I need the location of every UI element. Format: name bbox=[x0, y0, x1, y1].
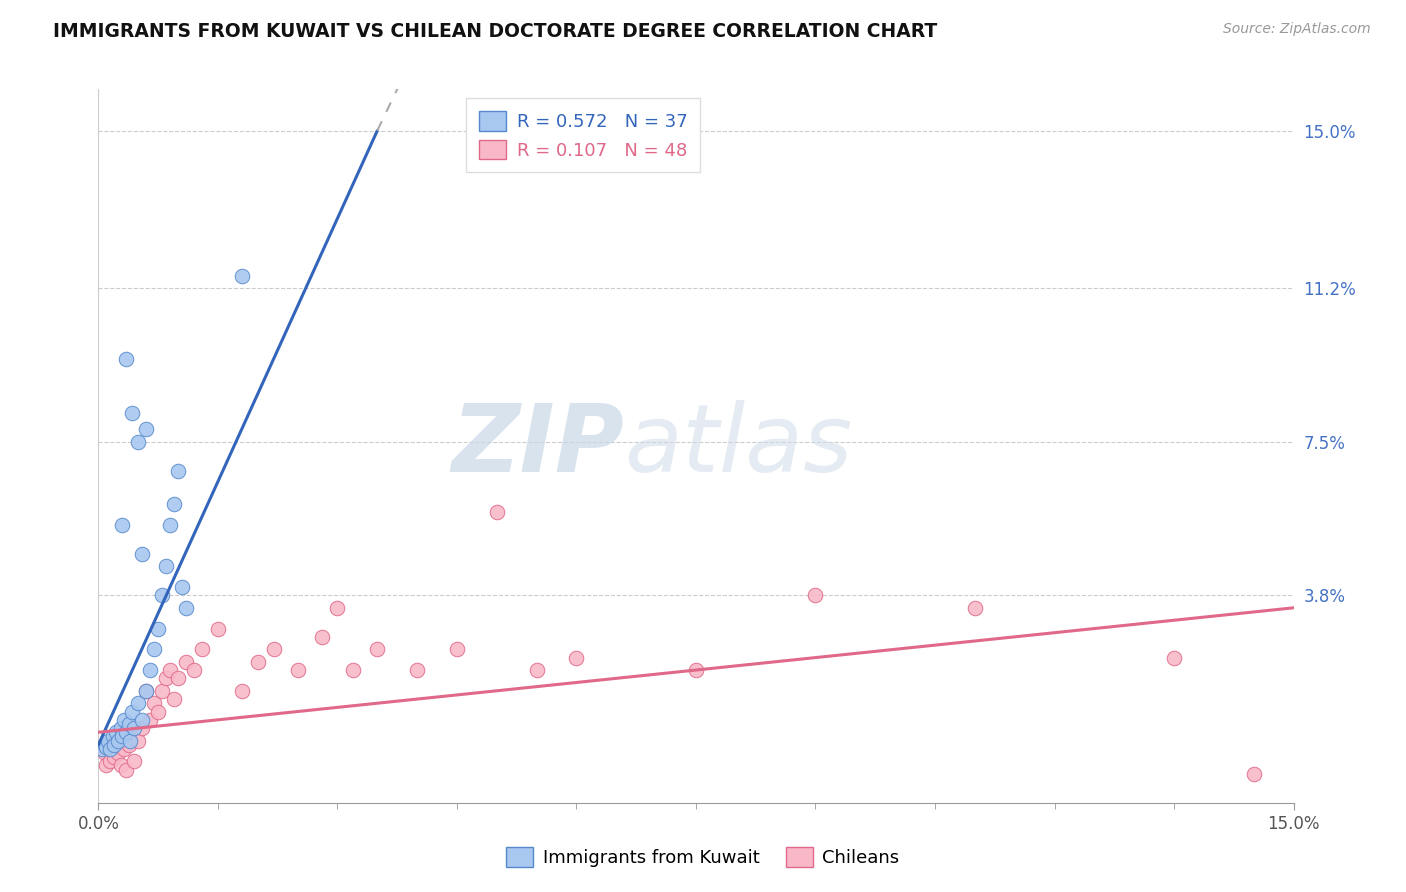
Point bbox=[148, 622, 170, 636]
Point bbox=[97, 742, 120, 756]
Point bbox=[163, 692, 186, 706]
Point bbox=[112, 713, 135, 727]
Point bbox=[101, 730, 124, 744]
Point bbox=[94, 746, 117, 760]
Point bbox=[565, 650, 588, 665]
Text: atlas: atlas bbox=[624, 401, 852, 491]
Point bbox=[112, 742, 135, 756]
Point bbox=[804, 588, 827, 602]
Point bbox=[96, 739, 118, 754]
Point bbox=[107, 746, 129, 760]
Point bbox=[103, 750, 125, 764]
Point bbox=[963, 600, 986, 615]
Point bbox=[342, 663, 364, 677]
Point bbox=[231, 268, 253, 283]
Point bbox=[96, 758, 118, 772]
Point bbox=[98, 742, 122, 756]
Point bbox=[104, 733, 127, 747]
Point bbox=[139, 713, 162, 727]
Point bbox=[110, 721, 132, 735]
Point bbox=[103, 738, 125, 752]
Point bbox=[150, 683, 173, 698]
Point bbox=[111, 730, 134, 744]
Point bbox=[127, 733, 149, 747]
Point bbox=[155, 559, 177, 574]
Point bbox=[94, 738, 117, 752]
Point bbox=[406, 663, 429, 677]
Point bbox=[127, 696, 149, 710]
Text: ZIP: ZIP bbox=[451, 400, 624, 492]
Point bbox=[98, 754, 122, 768]
Point bbox=[231, 683, 253, 698]
Point bbox=[174, 600, 197, 615]
Text: Source: ZipAtlas.com: Source: ZipAtlas.com bbox=[1223, 22, 1371, 37]
Point bbox=[1163, 650, 1185, 665]
Point bbox=[485, 505, 508, 519]
Point bbox=[526, 663, 548, 677]
Point bbox=[174, 655, 197, 669]
Point bbox=[115, 351, 138, 366]
Point bbox=[366, 642, 388, 657]
Legend: R = 0.572   N = 37, R = 0.107   N = 48: R = 0.572 N = 37, R = 0.107 N = 48 bbox=[465, 98, 700, 172]
Point bbox=[121, 406, 143, 420]
Point bbox=[124, 754, 146, 768]
Point bbox=[167, 671, 190, 685]
Point bbox=[104, 725, 127, 739]
Point bbox=[120, 725, 142, 739]
Point bbox=[115, 763, 138, 777]
Point bbox=[163, 497, 186, 511]
Point bbox=[127, 434, 149, 449]
Point bbox=[97, 733, 120, 747]
Point bbox=[183, 663, 205, 677]
Point bbox=[118, 717, 141, 731]
Point bbox=[139, 663, 162, 677]
Point bbox=[101, 738, 124, 752]
Point bbox=[172, 580, 194, 594]
Point bbox=[107, 733, 129, 747]
Legend: Immigrants from Kuwait, Chileans: Immigrants from Kuwait, Chileans bbox=[499, 839, 907, 874]
Point bbox=[287, 663, 309, 677]
Point bbox=[118, 738, 141, 752]
Point bbox=[135, 422, 157, 436]
Text: IMMIGRANTS FROM KUWAIT VS CHILEAN DOCTORATE DEGREE CORRELATION CHART: IMMIGRANTS FROM KUWAIT VS CHILEAN DOCTOR… bbox=[53, 22, 938, 41]
Point bbox=[159, 517, 181, 532]
Point bbox=[326, 600, 349, 615]
Point bbox=[207, 622, 229, 636]
Point bbox=[91, 742, 114, 756]
Point bbox=[131, 547, 153, 561]
Point bbox=[446, 642, 468, 657]
Point bbox=[685, 663, 707, 677]
Point bbox=[111, 517, 134, 532]
Point bbox=[121, 705, 143, 719]
Point bbox=[131, 721, 153, 735]
Point bbox=[115, 725, 138, 739]
Point bbox=[150, 588, 173, 602]
Point bbox=[143, 696, 166, 710]
Point bbox=[135, 683, 157, 698]
Point bbox=[191, 642, 214, 657]
Point bbox=[155, 671, 177, 685]
Point bbox=[159, 663, 181, 677]
Point bbox=[1243, 766, 1265, 780]
Point bbox=[124, 721, 146, 735]
Point bbox=[110, 758, 132, 772]
Point bbox=[120, 733, 142, 747]
Point bbox=[246, 655, 269, 669]
Point bbox=[135, 683, 157, 698]
Point bbox=[111, 730, 134, 744]
Point bbox=[148, 705, 170, 719]
Point bbox=[311, 630, 333, 644]
Point bbox=[167, 464, 190, 478]
Point bbox=[131, 713, 153, 727]
Point bbox=[143, 642, 166, 657]
Point bbox=[263, 642, 285, 657]
